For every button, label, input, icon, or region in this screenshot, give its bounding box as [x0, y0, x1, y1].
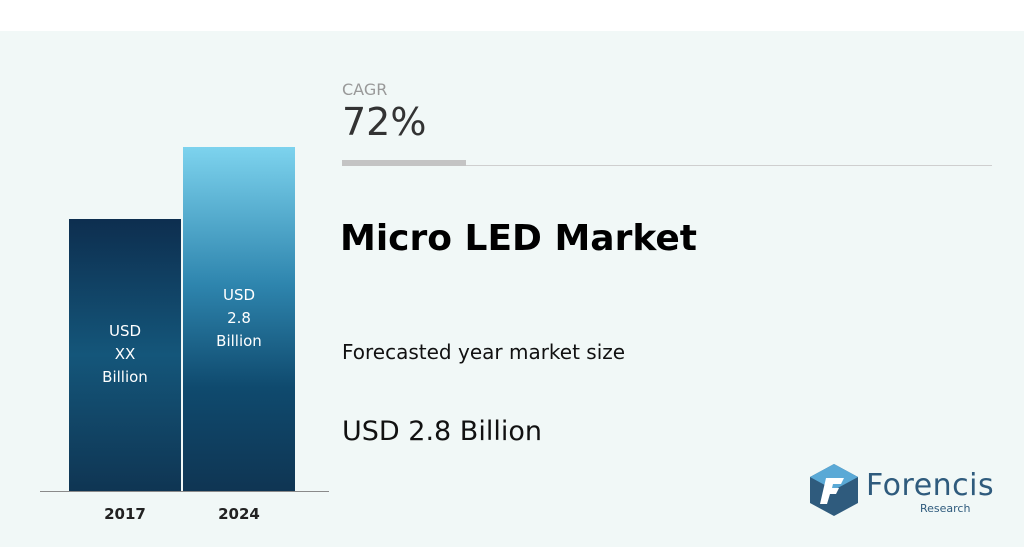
bar-2017-label-line-1: USD: [108, 322, 142, 341]
bar-2024-label-line-3: Billion: [216, 332, 262, 351]
forencis-logo: Forencis Research: [806, 462, 1006, 522]
bar-2017-label-line-2: XX: [114, 345, 136, 364]
bar-2024: USD 2.8 Billion: [183, 146, 295, 491]
bar-2024-label-line-2: 2.8: [227, 309, 251, 328]
forencis-logo-icon: [810, 464, 858, 516]
x-axis-line: [40, 491, 329, 492]
cagr-divider: [342, 165, 992, 166]
market-title: Micro LED Market: [340, 218, 697, 259]
cagr-label: CAGR: [342, 80, 388, 99]
bar-2017-label-line-3: Billion: [102, 368, 148, 387]
cagr-value: 72%: [342, 100, 427, 144]
cagr-accent-bar: [342, 160, 466, 166]
logo-subtitle: Research: [920, 502, 971, 515]
x-tick-2017: 2017: [104, 505, 146, 523]
logo-name: Forencis: [866, 468, 995, 503]
bar-2017: USD XX Billion: [69, 218, 181, 491]
forecast-label: Forecasted year market size: [342, 340, 626, 364]
bar-2024-label-line-1: USD: [222, 286, 256, 305]
x-tick-2024: 2024: [218, 505, 260, 523]
forecast-value: USD 2.8 Billion: [342, 416, 542, 447]
